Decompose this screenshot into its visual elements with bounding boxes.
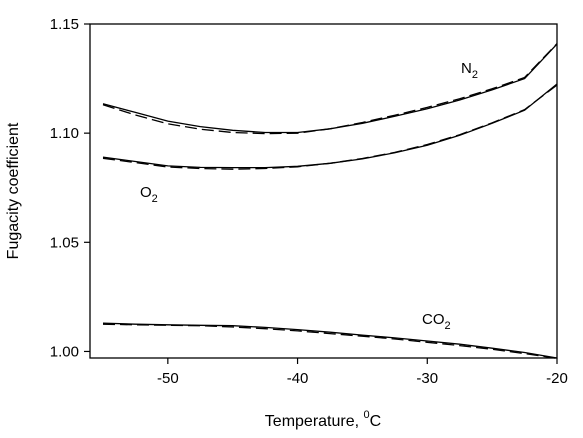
co2-solid-line xyxy=(102,322,558,359)
y-tick-label: 1.15 xyxy=(50,16,79,33)
x-tick-label: -20 xyxy=(546,370,568,387)
x-axis-title: Temperature, 0C xyxy=(265,409,381,430)
y-axis-title: Fugacity coefficient xyxy=(5,122,22,259)
co2-label: CO2 xyxy=(422,311,451,332)
x-tick-label: -30 xyxy=(416,370,438,387)
o2-label: O2 xyxy=(140,184,158,205)
series-labels: N2 O2 CO2 xyxy=(140,60,478,332)
x-tick-label: -50 xyxy=(157,370,179,387)
n2-solid-line xyxy=(102,43,558,134)
y-tick-label: 1.10 xyxy=(50,125,79,142)
n2-dashed-line xyxy=(102,43,558,135)
o2-solid-line xyxy=(102,83,558,169)
axis-ticks: -50 -40 -30 -20 1.00 1.05 1.10 1.15 xyxy=(50,16,568,387)
y-tick-label: 1.00 xyxy=(50,343,79,360)
plot-frame xyxy=(89,23,558,359)
n2-label: N2 xyxy=(461,60,478,81)
x-tick-label: -40 xyxy=(287,370,309,387)
o2-dashed-line xyxy=(102,84,558,170)
co2-dashed-line xyxy=(102,323,558,360)
series-group xyxy=(102,43,558,360)
y-tick-label: 1.05 xyxy=(50,234,79,251)
